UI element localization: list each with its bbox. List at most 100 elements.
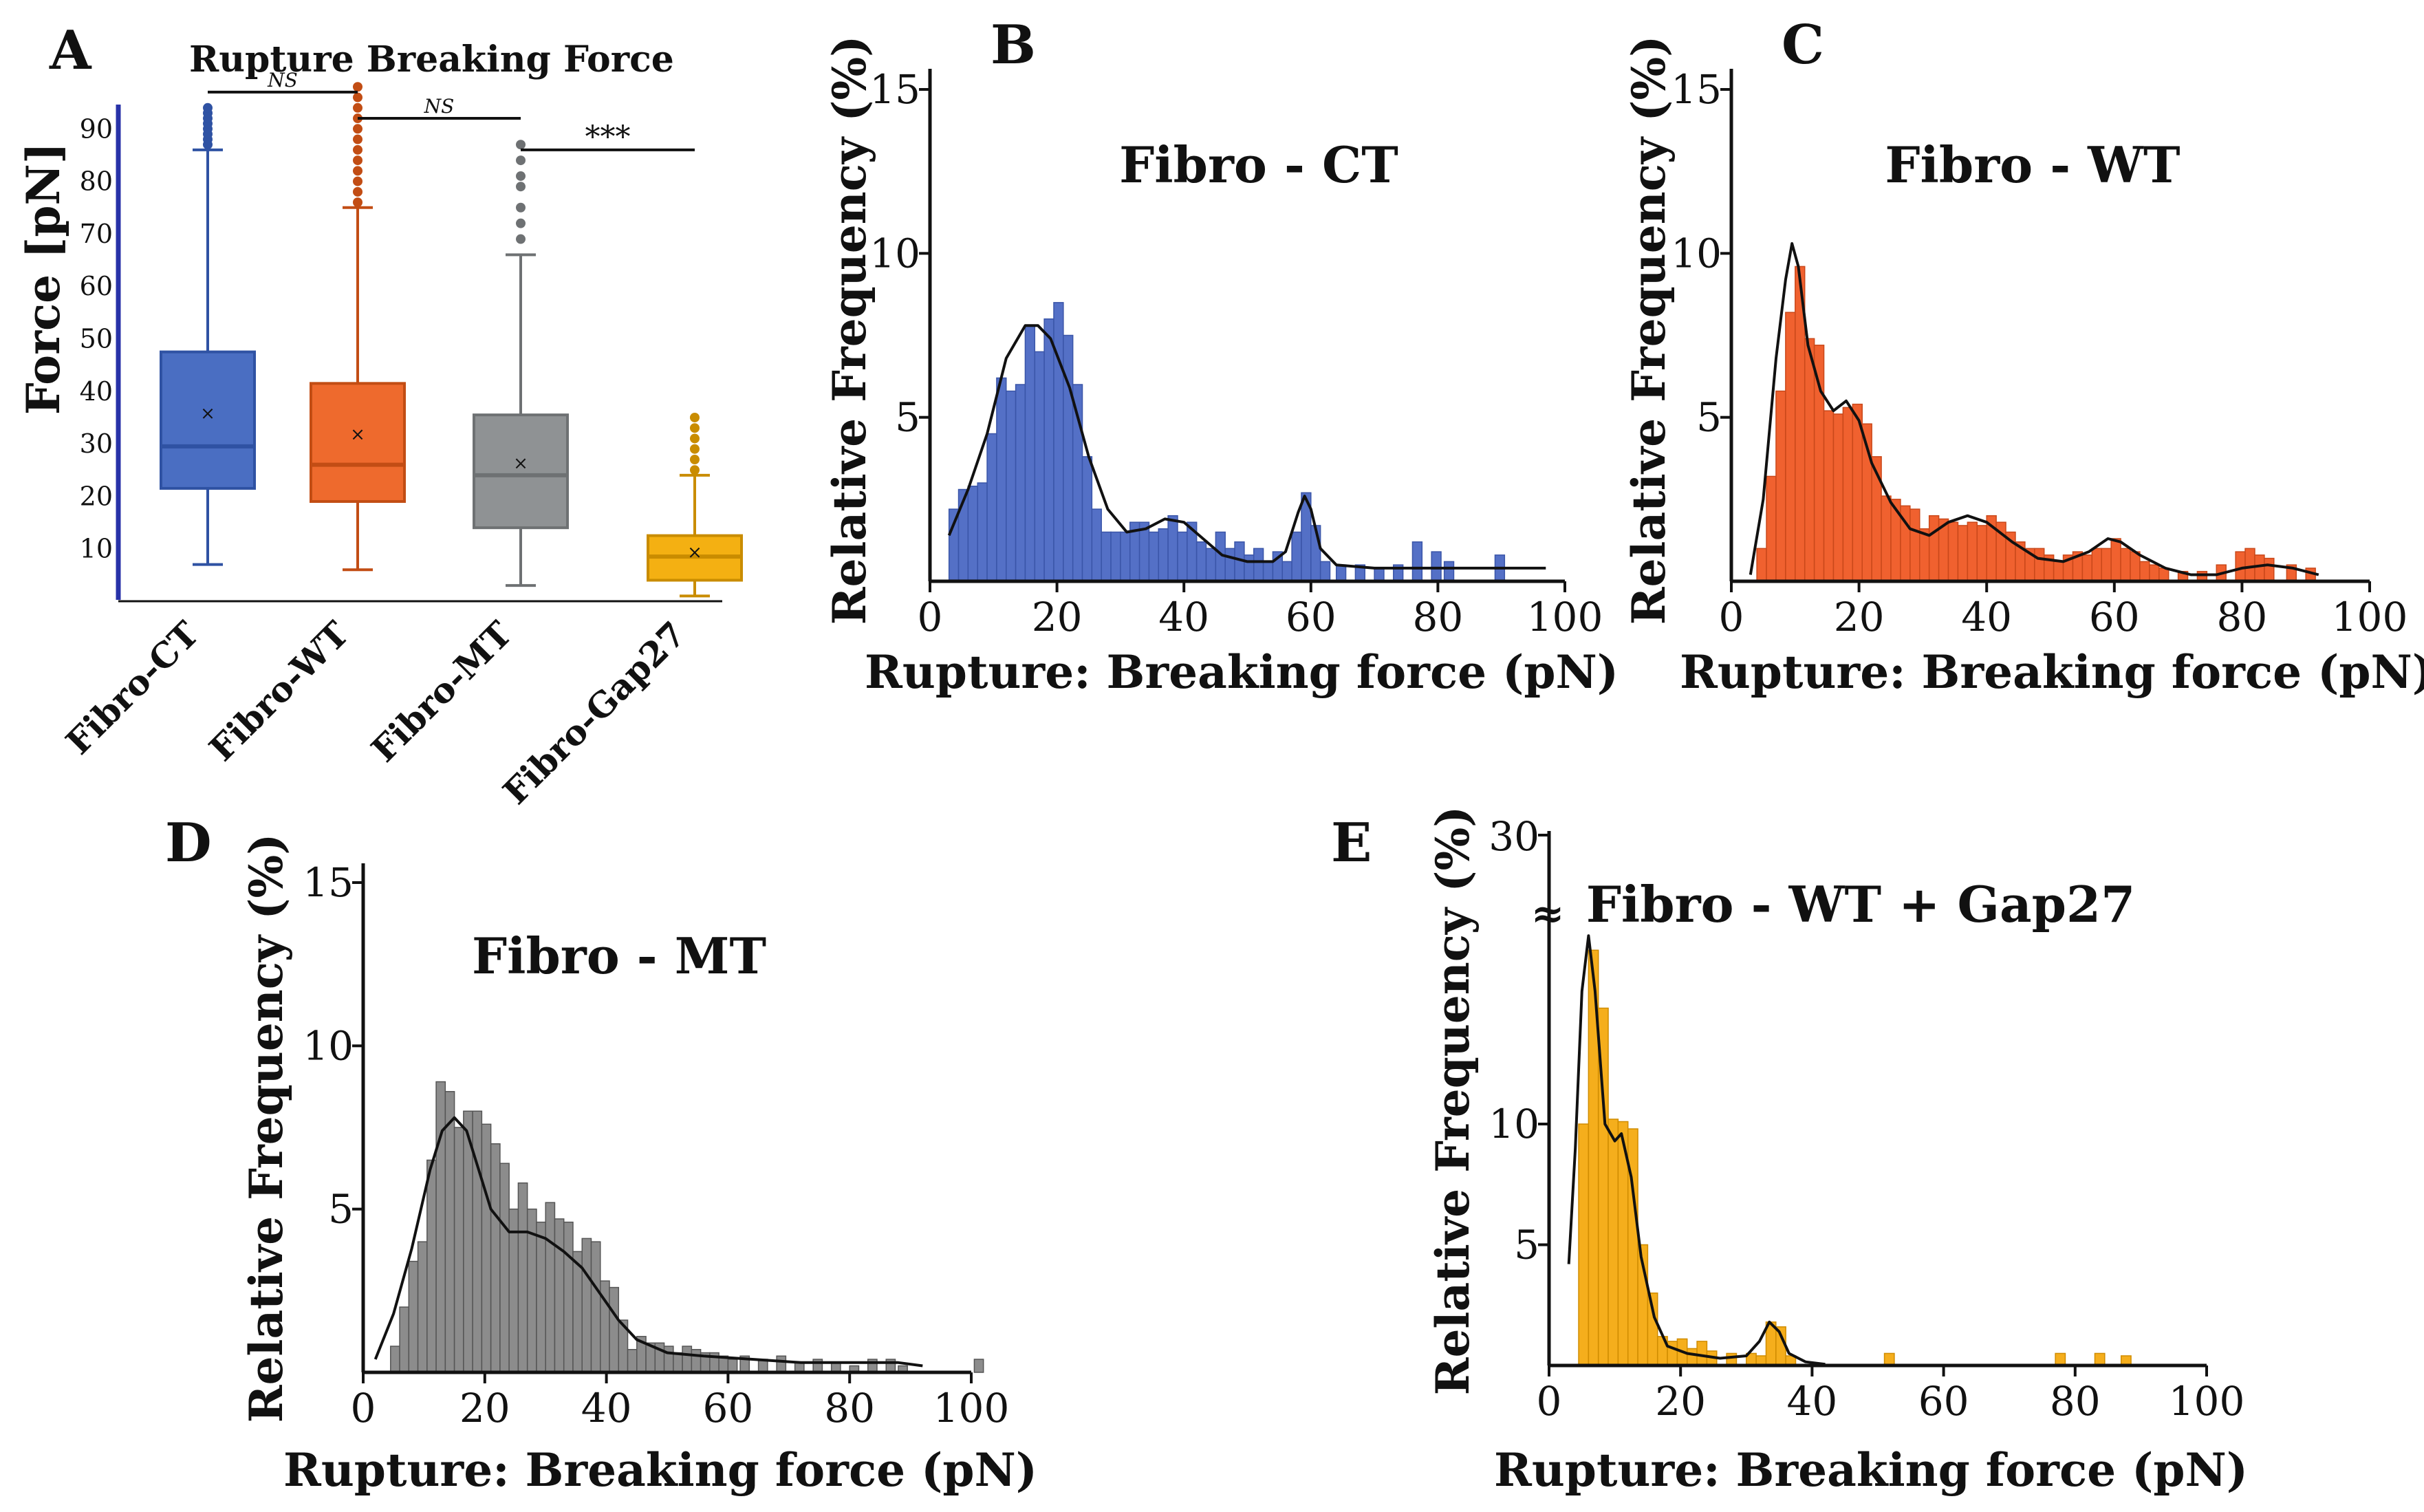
panel-a-outlier bbox=[516, 171, 526, 181]
panel-b-bar bbox=[977, 482, 988, 582]
panel-d-bar bbox=[536, 1221, 546, 1373]
panel-d-bar bbox=[435, 1081, 446, 1373]
panel-b-bar bbox=[1158, 528, 1169, 582]
panel-a-outlier bbox=[690, 444, 700, 454]
panel-d-bar bbox=[417, 1241, 428, 1373]
panel-a-significance-label: NS bbox=[424, 95, 455, 118]
panel-c-bar bbox=[1967, 521, 1978, 582]
panel-d-bar bbox=[545, 1202, 556, 1373]
panel-c-bar bbox=[1804, 338, 1815, 582]
panel-c-title: Fibro - WT bbox=[1885, 136, 2180, 194]
panel-b-bar bbox=[967, 486, 978, 582]
panel-b-bar bbox=[948, 508, 960, 582]
panel-e-bar bbox=[2055, 1352, 2066, 1366]
panel-letter-b: B bbox=[991, 14, 1036, 76]
panel-b-fit-curve bbox=[947, 324, 1546, 570]
panel-b-bar bbox=[1205, 548, 1217, 582]
panel-a-outlier bbox=[353, 144, 362, 155]
panel-d-bar bbox=[572, 1251, 583, 1373]
panel-c-fit-curve bbox=[1749, 242, 2319, 576]
panel-b-bar bbox=[1281, 561, 1292, 582]
panel-a-y-tick-label: 10 bbox=[80, 534, 113, 564]
panel-c-bar bbox=[2235, 551, 2246, 582]
panel-e: E Fibro - WT + Gap27 Relative Frequency … bbox=[1331, 806, 2248, 1497]
panel-c-bar bbox=[1785, 312, 1796, 582]
panel-c-x-tick-label: 100 bbox=[2332, 594, 2408, 640]
panel-letter-d: D bbox=[165, 812, 212, 874]
panel-a-outlier bbox=[353, 82, 362, 92]
panel-b-x-tick-label: 20 bbox=[1032, 594, 1083, 640]
panel-d-bar bbox=[508, 1208, 519, 1373]
panel-b-x-tick-label: 100 bbox=[1527, 594, 1603, 640]
panel-e-bar bbox=[1578, 1123, 1590, 1366]
panel-b-bar bbox=[1120, 531, 1131, 582]
panel-a-outlier bbox=[690, 433, 700, 444]
panel-a-outlier bbox=[353, 155, 362, 166]
panel-a-title: Rupture Breaking Force bbox=[189, 39, 674, 80]
panel-d-bar bbox=[682, 1346, 693, 1373]
panel-a-box bbox=[160, 350, 256, 490]
panel-b-bar bbox=[996, 377, 1007, 582]
panel-a-outlier bbox=[690, 423, 700, 433]
panel-b-bar bbox=[1148, 531, 1160, 582]
panel-e-x-tick-label: 80 bbox=[2050, 1378, 2101, 1425]
panel-a-outlier bbox=[516, 155, 526, 166]
panel-c-x-tick-label: 20 bbox=[1834, 594, 1885, 640]
panel-e-bar bbox=[1667, 1341, 1678, 1366]
panel-a-y-tick-label: 70 bbox=[80, 219, 113, 249]
panel-d-bar bbox=[627, 1349, 638, 1373]
panel-d-x-tick-label: 100 bbox=[933, 1385, 1010, 1432]
panel-letter-a: A bbox=[49, 19, 92, 82]
panel-b-ylabel: Relative Frequency (%) bbox=[823, 36, 876, 625]
panel-b-x-tick-label: 60 bbox=[1286, 594, 1337, 640]
panel-c-bar bbox=[1976, 525, 1987, 582]
panel-d-bar bbox=[590, 1241, 601, 1373]
panel-c-bar bbox=[2081, 554, 2093, 582]
panel-d-y-tick-label: 10 bbox=[303, 1022, 354, 1069]
panel-b-bar bbox=[1043, 318, 1054, 582]
panel-a-mean-marker: × bbox=[200, 403, 215, 424]
panel-a-outlier bbox=[516, 202, 526, 213]
panel-b-bar bbox=[1262, 561, 1274, 582]
panel-c-bar bbox=[1919, 528, 1930, 582]
panel-a-outlier bbox=[353, 186, 362, 197]
panel-a-y-tick-label: 20 bbox=[80, 481, 113, 511]
panel-d-bar bbox=[408, 1260, 419, 1373]
panel-a-outlier bbox=[516, 234, 526, 244]
panel-b-bar bbox=[1443, 561, 1455, 582]
panel-d-x-tick-label: 60 bbox=[702, 1385, 753, 1432]
panel-d-bar bbox=[426, 1159, 437, 1373]
panel-d-bar bbox=[563, 1221, 574, 1373]
panel-a-outlier bbox=[516, 218, 526, 228]
panel-c-bar bbox=[1947, 521, 1959, 582]
panel-c-y-tick-label: 15 bbox=[1671, 66, 1722, 113]
panel-d-bar bbox=[554, 1218, 565, 1373]
panel-b-bar bbox=[1335, 564, 1347, 582]
panel-a-outlier bbox=[353, 166, 362, 176]
panel-c-bar bbox=[1832, 413, 1844, 582]
panel-b-bar bbox=[1431, 551, 1442, 582]
panel-b-bar bbox=[1253, 548, 1264, 582]
panel-c-bar bbox=[1775, 390, 1786, 582]
panel-e-xlabel: Rupture: Breaking force (pN) bbox=[1494, 1443, 2248, 1497]
panel-e-axis-break: ≈ bbox=[1531, 890, 1565, 937]
panel-d-y-tick-label: 5 bbox=[328, 1186, 354, 1233]
panel-a-y-tick-label: 90 bbox=[80, 114, 113, 144]
panel-c-bar bbox=[2053, 561, 2064, 582]
panel-e-fit-curve bbox=[1567, 934, 1826, 1366]
panel-c-x-tick-label: 40 bbox=[1961, 594, 2012, 640]
panel-a-outlier bbox=[353, 92, 362, 102]
panel-d-ylabel: Relative Frequency (%) bbox=[239, 834, 293, 1423]
panel-e-x-tick-label: 0 bbox=[1537, 1378, 1562, 1425]
panel-d-bar bbox=[973, 1359, 984, 1373]
panel-c-bar bbox=[1881, 495, 1892, 582]
panel-c-bar bbox=[2158, 568, 2169, 582]
panel-e-y-tick-label: 5 bbox=[1514, 1222, 1539, 1268]
panel-b-bar bbox=[1006, 390, 1017, 582]
panel-e-title: Fibro - WT + Gap27 bbox=[1586, 875, 2135, 933]
panel-b-bar bbox=[1101, 531, 1112, 582]
panel-b-x-tick-label: 80 bbox=[1412, 594, 1463, 640]
panel-c: C Fibro - WT Relative Frequency (%) Rupt… bbox=[1622, 14, 2424, 699]
panel-e-x-tick-label: 20 bbox=[1655, 1378, 1706, 1425]
